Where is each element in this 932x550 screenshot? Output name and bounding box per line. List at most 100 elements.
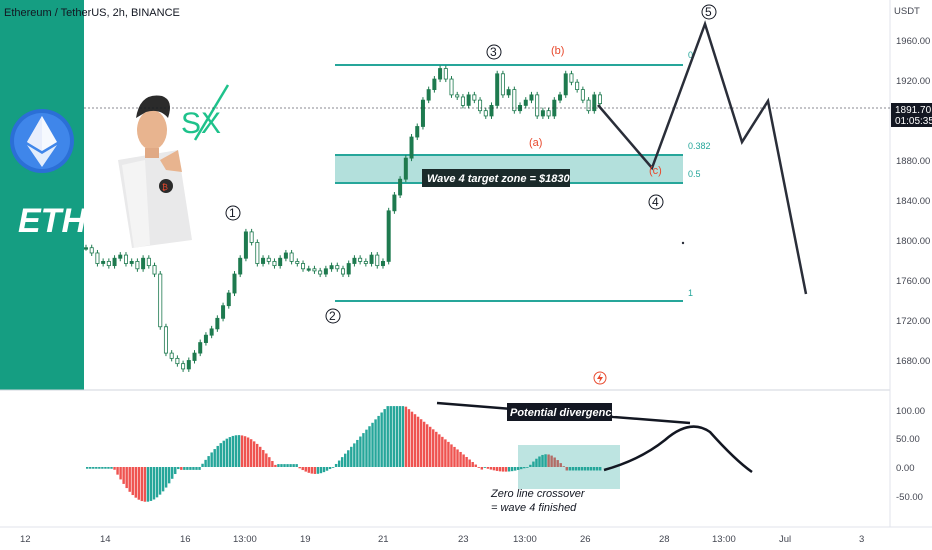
time-tick: 12 [20,534,31,545]
candle-body [123,254,128,264]
osc-bar [283,464,286,467]
wave-2-marker: 2 [325,308,341,324]
candle-body [580,89,585,101]
candle-body [238,257,243,275]
oscillator-histogram [86,406,602,502]
crossover-zone [518,445,620,489]
osc-bar [295,464,298,467]
osc-bar [559,463,562,467]
candle-body [420,99,425,127]
candle-body [89,247,94,254]
candle-body [478,99,483,112]
osc-bar [140,467,144,502]
osc-bar [550,455,553,467]
osc-bar [146,467,150,502]
price-tick: 1840.00 [896,196,930,207]
osc-bar [432,429,435,467]
osc-bar [131,467,134,496]
osc-bar [116,467,119,475]
osc-bar [517,467,520,470]
crossover-note-line2: = wave 4 finished [491,502,577,514]
osc-bar [128,467,131,492]
osc-bar [374,419,377,467]
osc-bar [113,467,116,470]
osc-bar [410,411,414,467]
candle-body [540,110,545,117]
osc-bar [565,467,569,471]
osc-bar [398,406,402,467]
osc-bar [453,446,456,467]
osc-tick: 100.00 [896,406,925,417]
osc-bar [419,419,423,467]
candle-body [426,89,431,101]
price-tick: 1760.00 [896,276,930,287]
osc-bar [101,467,104,469]
osc-bar [347,450,350,467]
time-tick: 13:00 [712,534,736,545]
price-tick: 1680.00 [896,356,930,367]
osc-bar [468,459,471,467]
osc-bar [586,467,590,471]
osc-bar [425,424,429,467]
osc-bar [98,467,101,469]
osc-bar [92,467,95,469]
candle-body [598,94,603,105]
candle-body [443,68,448,80]
osc-bar [237,435,241,467]
thinking-person-illustration: ₿ [118,95,192,248]
svg-text:Potential divergence: Potential divergence [510,407,618,419]
osc-bar [271,460,274,467]
lightning-event-icon[interactable] [593,371,607,385]
osc-bar [444,439,447,467]
time-tick: 28 [659,534,670,545]
time-tick: 13:00 [233,534,257,545]
osc-bar [465,456,468,467]
candle-body [209,328,214,336]
candle-body [141,257,146,270]
candle-body [363,261,368,264]
osc-bar [492,467,496,471]
candle-body [489,105,494,117]
candle-body [198,342,203,354]
candle-body [261,257,266,264]
svg-text:4: 4 [652,195,659,209]
price-axis-currency: USDT [894,6,920,17]
time-tick: 16 [180,534,191,545]
osc-bar [474,464,477,467]
osc-bar [377,415,380,467]
osc-bar [167,467,171,484]
candle-body [569,73,574,83]
candle-body [586,99,591,112]
osc-bar [498,467,502,472]
osc-bar [216,445,219,467]
time-tick: Jul [779,534,791,545]
candle-body [278,257,283,267]
osc-bar [428,426,432,467]
osc-bar [477,467,480,468]
osc-bar [183,467,186,470]
osc-tick: -50.00 [896,492,923,503]
osc-bar [137,467,141,500]
osc-bar [595,467,599,471]
osc-bar [170,467,174,479]
osc-bar [471,462,474,467]
symbol-title: Ethereum / TetherUS, 2h, BINANCE [4,7,180,19]
osc-bar [192,467,195,470]
osc-bar [186,467,189,470]
osc-bar [337,460,341,467]
price-tick: 1720.00 [896,316,930,327]
sub-wave-b: (b) [551,45,564,57]
osc-bar [204,459,207,467]
osc-bar [392,406,395,467]
osc-bar [225,438,229,467]
oscillator-axis: 100.00 50.00 0.00 -50.00 [896,406,925,503]
price-candles [84,65,603,372]
wave-1-marker: 1 [225,205,241,221]
candle-body [558,94,563,101]
osc-bar [483,467,487,468]
osc-bar [356,439,359,467]
wave-projection-line [597,20,808,295]
candle-body [146,257,151,267]
osc-bar [286,464,289,467]
osc-bar [371,422,374,467]
